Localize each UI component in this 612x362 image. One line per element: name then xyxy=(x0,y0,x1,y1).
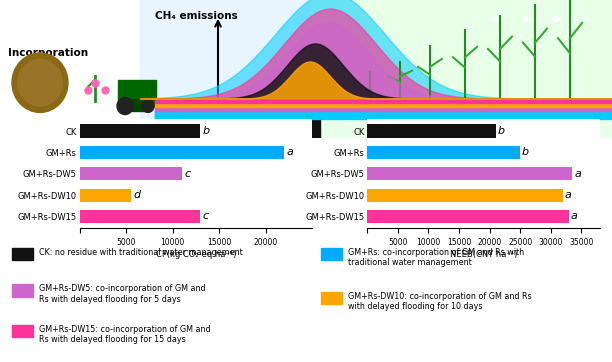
Text: a: a xyxy=(574,169,581,179)
Bar xyxy=(118,80,156,106)
Bar xyxy=(80,210,201,223)
Text: Rice growth stage: Rice growth stage xyxy=(404,126,496,135)
Circle shape xyxy=(12,53,68,112)
Text: GM+Rs-DW15: co-incorporation of GM and
Rs with delayed flooding for 15 days: GM+Rs-DW15: co-incorporation of GM and R… xyxy=(39,325,211,345)
Bar xyxy=(321,292,342,304)
Text: a: a xyxy=(565,190,572,200)
Text: b: b xyxy=(203,126,210,136)
Text: a: a xyxy=(286,147,293,157)
X-axis label: NEEB(CNY ha⁻¹): NEEB(CNY ha⁻¹) xyxy=(450,249,517,258)
Bar xyxy=(12,248,34,260)
Bar xyxy=(310,0,612,138)
Bar xyxy=(140,0,612,138)
Bar xyxy=(155,103,320,107)
Text: CK: no residue with traditional water management: CK: no residue with traditional water ma… xyxy=(39,248,243,257)
Bar xyxy=(155,107,320,111)
Text: Pre-transplant: Pre-transplant xyxy=(201,126,275,135)
Text: Incorporation: Incorporation xyxy=(8,48,88,58)
Text: b: b xyxy=(498,126,505,136)
Circle shape xyxy=(142,100,154,112)
Text: b: b xyxy=(522,147,529,157)
Text: c: c xyxy=(203,211,209,222)
Circle shape xyxy=(18,59,62,106)
Bar xyxy=(12,325,34,337)
Bar xyxy=(122,98,150,111)
Bar xyxy=(80,189,131,202)
Text: CH₄ emissions: CH₄ emissions xyxy=(155,10,237,21)
Bar xyxy=(155,111,320,119)
X-axis label: CF(kg CO₂-eq ha⁻¹): CF(kg CO₂-eq ha⁻¹) xyxy=(155,249,236,258)
Text: GM+Rs-DW5: co-incorporation of GM and
Rs with delayed flooding for 5 days: GM+Rs-DW5: co-incorporation of GM and Rs… xyxy=(39,285,206,304)
Bar xyxy=(367,167,572,180)
Bar xyxy=(155,98,320,103)
Text: a: a xyxy=(571,211,578,222)
Circle shape xyxy=(117,97,133,114)
Bar xyxy=(80,146,284,159)
Text: GM+Rs-DW10: co-incorporation of GM and Rs
with delayed flooding for 10 days: GM+Rs-DW10: co-incorporation of GM and R… xyxy=(348,292,532,311)
Bar xyxy=(367,146,520,159)
Text: d: d xyxy=(133,190,140,200)
Bar xyxy=(155,111,612,119)
Bar xyxy=(80,125,201,138)
Bar xyxy=(80,167,182,180)
Text: c: c xyxy=(184,169,190,179)
Bar xyxy=(12,285,34,297)
Bar xyxy=(155,98,612,103)
Text: GM+Rs: co-incorporation of GM and Rs with
traditional water management: GM+Rs: co-incorporation of GM and Rs wit… xyxy=(348,248,524,267)
Bar xyxy=(155,119,320,138)
Bar xyxy=(367,189,563,202)
Bar xyxy=(367,125,496,138)
Bar xyxy=(321,248,342,260)
Bar xyxy=(367,210,569,223)
Bar xyxy=(155,107,612,111)
Bar xyxy=(155,103,612,107)
